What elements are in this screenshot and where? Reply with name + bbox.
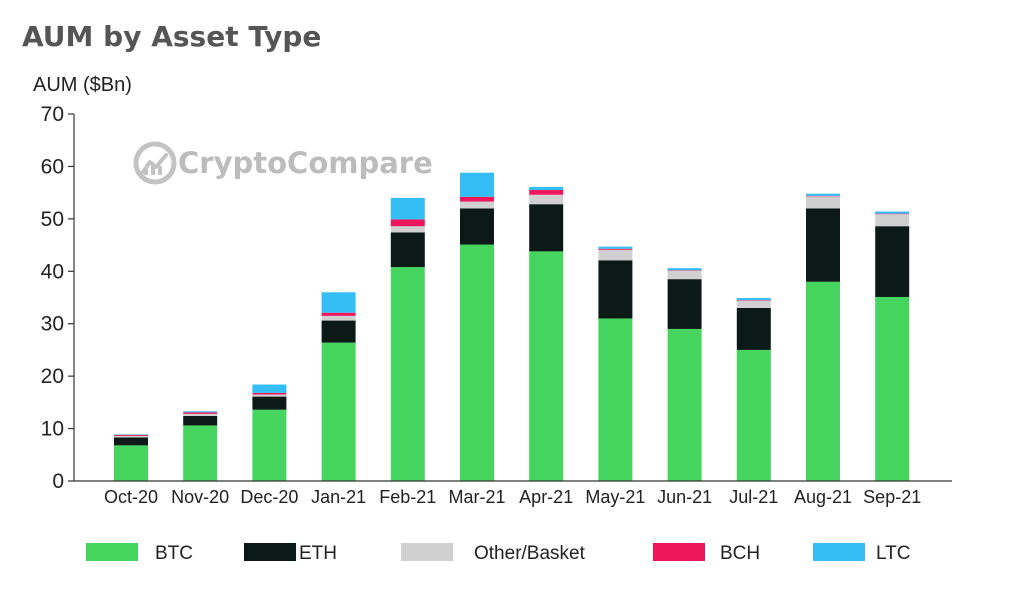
bar-ltc-nov-20: [183, 411, 218, 413]
bar-btc-oct-20: [114, 445, 148, 481]
bar-eth-aug-21: [806, 208, 840, 282]
bar-btc-jun-21: [667, 328, 702, 481]
bar-btc-sep-21: [875, 296, 910, 481]
bar-other-basket-mar-21: [460, 201, 494, 209]
legend-swatch-ltc: [813, 543, 865, 561]
bar-bch-jun-21: [667, 270, 702, 271]
y-tick-label: 20: [41, 365, 64, 388]
bar-other-basket-oct-20: [114, 435, 148, 438]
bar-bch-jan-21: [321, 312, 356, 316]
bar-btc-jul-21: [736, 349, 771, 481]
bar-eth-feb-21: [390, 232, 425, 268]
legend-swatch-bch: [653, 543, 705, 561]
bar-bch-nov-20: [183, 412, 218, 414]
y-tick-label: 50: [41, 208, 64, 231]
bar-bch-oct-20: [114, 434, 148, 436]
x-tick-label: Dec-20: [240, 487, 298, 507]
bar-bch-may-21: [598, 248, 633, 250]
bar-other-basket-may-21: [598, 249, 633, 261]
plot-area: 0 10 20 30 40 50 60 70 Oct-20 Nov-20 Dec-20 Jan-21 F…: [41, 103, 952, 507]
legend-swatch-btc: [86, 543, 138, 561]
x-tick-label: Oct-20: [104, 487, 158, 507]
bar-btc-jan-21: [321, 342, 356, 481]
legend-swatch-eth: [244, 543, 296, 561]
bar-other-basket-nov-20: [183, 413, 218, 416]
bar-other-basket-jan-21: [321, 315, 356, 321]
watermark: CryptoCompare: [133, 141, 433, 185]
y-tick-label: 10: [41, 418, 64, 441]
x-tick-label: May-21: [585, 487, 645, 507]
bar-eth-may-21: [598, 260, 633, 319]
legend-label-eth: ETH: [299, 543, 337, 564]
bar-bch-sep-21: [875, 213, 910, 215]
y-tick-label: 30: [41, 313, 64, 336]
bar-eth-jul-21: [736, 307, 771, 350]
cryptocompare-logo-icon: [133, 141, 177, 185]
y-tick-label: 0: [52, 470, 64, 493]
x-tick-label: Jun-21: [657, 487, 712, 507]
bar-ltc-dec-20: [252, 384, 287, 393]
bar-ltc-apr-21: [529, 186, 564, 191]
legend-label-ltc: LTC: [876, 543, 910, 564]
y-tick-label: 70: [41, 103, 64, 126]
bar-bch-jul-21: [736, 300, 771, 301]
bar-eth-oct-20: [114, 437, 148, 446]
bar-eth-sep-21: [875, 226, 910, 297]
bar-bch-aug-21: [806, 195, 840, 197]
x-tick-label: Apr-21: [519, 487, 573, 507]
legend-label-btc: BTC: [155, 543, 193, 564]
bar-eth-dec-20: [252, 396, 287, 410]
y-tick-label: 60: [41, 155, 64, 178]
bar-btc-aug-21: [806, 281, 840, 481]
bar-other-basket-jun-21: [667, 270, 702, 280]
bar-other-basket-aug-21: [806, 196, 840, 209]
bar-eth-mar-21: [460, 208, 494, 245]
bar-ltc-oct-20: [114, 434, 148, 435]
legend-swatch-other-basket: [401, 543, 453, 561]
bar-btc-dec-20: [252, 409, 287, 481]
bar-ltc-may-21: [598, 246, 633, 249]
y-axis-label: AUM ($Bn): [33, 74, 132, 96]
bar-eth-jan-21: [321, 320, 356, 343]
legend: BTC ETH Other/Basket BCH LTC: [86, 543, 910, 564]
bar-btc-feb-21: [390, 267, 425, 481]
x-tick-label: Aug-21: [794, 487, 852, 507]
watermark-text: CryptoCompare: [178, 146, 433, 180]
bar-eth-apr-21: [529, 204, 564, 252]
bar-bch-dec-20: [252, 392, 287, 395]
legend-label-bch: BCH: [720, 543, 760, 564]
x-tick-label: Nov-20: [171, 487, 229, 507]
bar-eth-jun-21: [667, 279, 702, 329]
bar-bch-feb-21: [390, 219, 425, 227]
bar-bch-apr-21: [529, 190, 564, 195]
x-tick-label: Feb-21: [379, 487, 436, 507]
x-tick-label: Jul-21: [729, 487, 778, 507]
bar-other-basket-apr-21: [529, 194, 564, 205]
legend-label-other-basket: Other/Basket: [474, 543, 586, 564]
chart-title: AUM by Asset Type: [22, 20, 321, 53]
bar-other-basket-sep-21: [875, 214, 910, 227]
bar-ltc-mar-21: [460, 172, 494, 197]
x-tick-label: Jan-21: [311, 487, 366, 507]
x-tick-label: Sep-21: [863, 487, 921, 507]
y-tick-label: 40: [41, 260, 64, 283]
bar-btc-nov-20: [183, 425, 218, 481]
bar-ltc-jul-21: [736, 298, 771, 301]
x-tick-label: Mar-21: [448, 487, 505, 507]
bar-other-basket-jul-21: [736, 300, 771, 308]
bar-ltc-jun-21: [667, 268, 702, 271]
bar-btc-may-21: [598, 318, 633, 481]
bar-ltc-aug-21: [806, 193, 840, 196]
bar-bch-mar-21: [460, 196, 494, 202]
bar-ltc-jan-21: [321, 292, 356, 313]
bar-btc-apr-21: [529, 251, 564, 481]
bar-other-basket-feb-21: [390, 226, 425, 233]
bar-other-basket-dec-20: [252, 394, 287, 397]
bar-btc-mar-21: [460, 244, 494, 481]
bar-ltc-feb-21: [390, 197, 425, 220]
bar-ltc-sep-21: [875, 211, 910, 214]
bar-eth-nov-20: [183, 415, 218, 426]
